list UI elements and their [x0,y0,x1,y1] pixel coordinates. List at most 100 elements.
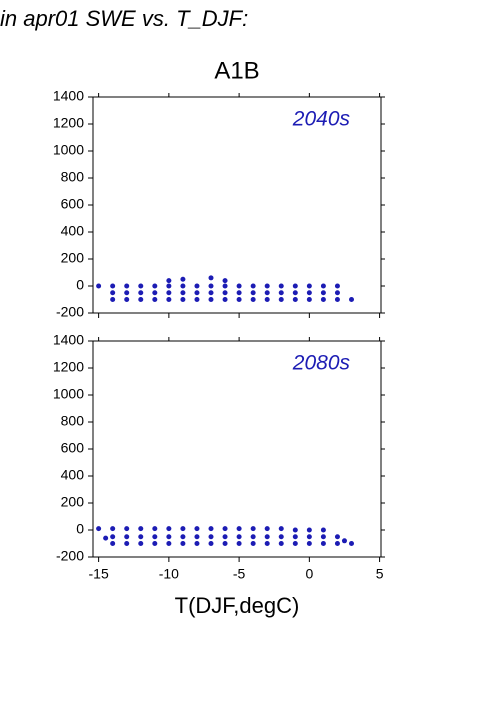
y-tick-label: 800 [61,413,85,429]
point [264,290,270,296]
point [208,526,214,532]
y-tick-label: 600 [61,440,85,456]
panel-label: 2080s [292,352,351,375]
point [236,290,242,296]
point [278,290,284,296]
point [103,535,109,541]
point [166,526,172,532]
point [152,290,158,296]
point [334,297,340,302]
y-tick-label: 1200 [53,115,84,131]
point [152,534,158,540]
point [306,283,312,289]
y-tick-label: 1000 [53,142,84,158]
point [110,297,116,302]
y-tick-label: -200 [56,548,84,564]
point [222,297,228,302]
point [334,534,340,540]
point [166,278,172,284]
point [96,283,102,289]
point [138,526,144,532]
point [180,297,186,302]
point [180,276,186,282]
point [236,534,242,540]
point [264,526,270,532]
point [208,541,214,546]
point [250,534,256,540]
point [306,541,312,546]
point [264,541,270,546]
chart-subtitle: A1B [214,57,259,84]
point [320,527,326,533]
point [222,278,228,284]
point [124,290,130,296]
point [180,534,186,540]
y-tick-label: 400 [61,467,85,483]
point [320,297,326,302]
point [152,283,158,289]
point [138,534,144,540]
x-axis-label: T(DJF,degC) [175,593,300,618]
point [278,541,284,546]
x-tick-label: -15 [89,566,109,582]
point [306,290,312,296]
point [180,290,186,296]
point [124,541,130,546]
point [250,283,256,289]
point [124,534,130,540]
x-tick-label: 5 [376,566,384,582]
point [96,526,102,532]
y-tick-label: 400 [61,223,85,239]
point [236,297,242,302]
point [334,290,340,296]
point [166,541,172,546]
x-tick-label: -5 [233,566,246,582]
chart-title: in apr01 SWE vs. T_DJF: [0,6,248,31]
point [236,526,242,532]
point [124,283,130,289]
y-tick-label: 800 [61,169,85,185]
point [166,534,172,540]
y-tick-label: 200 [61,494,85,510]
point [152,526,158,532]
point [194,283,200,289]
point [194,534,200,540]
point [208,275,214,281]
point [208,297,214,302]
point [278,526,284,532]
point [306,527,312,533]
point [138,283,144,289]
point [222,534,228,540]
point [334,541,340,546]
point [292,534,298,540]
point [194,541,200,546]
point [292,283,298,289]
point [348,541,354,546]
point [236,541,242,546]
point [222,526,228,532]
y-tick-label: 1200 [53,359,84,375]
point [341,538,347,544]
point [264,534,270,540]
point [292,527,298,533]
point [320,534,326,540]
point [278,297,284,302]
point [236,283,242,289]
point [222,290,228,296]
point [110,526,116,532]
y-tick-label: 0 [76,277,84,293]
point [110,534,116,540]
point [152,541,158,546]
point [166,297,172,302]
y-tick-label: 1400 [53,332,84,348]
x-tick-label: 0 [305,566,313,582]
point [166,290,172,296]
point [250,541,256,546]
point [152,297,158,302]
point [306,534,312,540]
point [166,283,172,289]
point [348,297,354,302]
point [180,541,186,546]
